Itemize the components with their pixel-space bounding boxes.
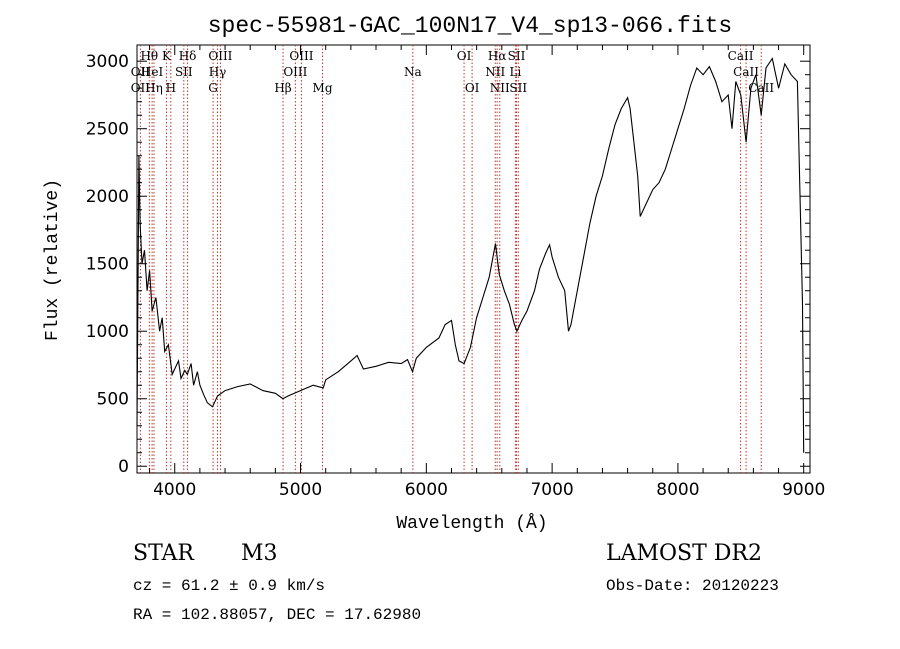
line-label-13: OIII xyxy=(289,49,313,63)
plot-frame xyxy=(136,44,811,474)
line-label-27: CaII xyxy=(748,81,774,95)
line-label-26: CaII xyxy=(733,65,759,79)
y-tick-label: 1500 xyxy=(86,255,129,275)
y-tick-label: 2000 xyxy=(86,187,129,207)
line-label-5: K xyxy=(162,49,172,63)
obs-date-text: Obs-Date: 20120223 xyxy=(606,577,779,595)
x-tick-label: 9000 xyxy=(782,480,825,500)
line-label-14: OIII xyxy=(283,65,307,79)
line-label-4: Hη xyxy=(145,81,163,95)
line-label-17: OI xyxy=(457,49,472,63)
line-label-19: Hα xyxy=(488,49,507,63)
line-label-25: CaII xyxy=(728,49,754,63)
x-tick-label: 5000 xyxy=(279,480,322,500)
line-label-15: Mg xyxy=(313,81,333,95)
line-label-22: Li xyxy=(509,65,521,79)
x-tick-label: 4000 xyxy=(153,480,196,500)
line-label-8: Hδ xyxy=(179,49,197,63)
line-label-7: H xyxy=(166,81,176,95)
coordinates-text: RA = 102.88057, DEC = 17.62980 xyxy=(133,606,421,624)
chart-title: spec-55981-GAC_100N17_V4_sp13-066.fits xyxy=(208,13,733,39)
y-axis-label: Flux (relative) xyxy=(43,179,63,341)
y-axis: 0 500 1000 1500 2000 2500 3000 xyxy=(86,52,810,477)
object-subclass: M3 xyxy=(241,541,278,566)
x-tick-label: 7000 xyxy=(530,480,573,500)
line-label-10: Hγ xyxy=(209,65,227,79)
line-label-23: NII xyxy=(490,81,510,95)
y-tick-label: 0 xyxy=(118,457,129,477)
y-tick-label: 500 xyxy=(97,390,129,410)
line-label-12: Hβ xyxy=(274,81,291,95)
line-label-3: HeI xyxy=(141,65,164,79)
line-label-9: OIII xyxy=(208,49,232,63)
line-label-6: SII xyxy=(175,65,193,79)
survey-name: LAMOST DR2 xyxy=(606,541,762,566)
line-label-21: NII xyxy=(485,65,505,79)
line-label-24: SII xyxy=(509,81,527,95)
y-tick-label: 2500 xyxy=(86,120,129,140)
line-label-11: G xyxy=(208,81,218,95)
line-label-18: OI xyxy=(465,81,480,95)
line-label-16: Na xyxy=(404,65,422,79)
spectrum-series xyxy=(136,57,805,453)
spectral-line-markers xyxy=(139,45,762,473)
x-tick-label: 6000 xyxy=(405,480,448,500)
line-label-20: SII xyxy=(508,49,526,63)
x-tick-label: 8000 xyxy=(656,480,699,500)
object-class: STAR xyxy=(133,541,195,566)
y-tick-label: 3000 xyxy=(86,52,129,72)
line-label-0: Hθ xyxy=(140,49,158,63)
redshift-text: cz = 61.2 ± 0.9 km/s xyxy=(133,577,325,595)
y-tick-label: 1000 xyxy=(86,322,129,342)
line-label-1: OII xyxy=(131,65,151,79)
x-axis-label: Wavelength (Å) xyxy=(396,513,547,534)
x-axis: 4000 5000 6000 7000 8000 9000 xyxy=(149,45,825,500)
